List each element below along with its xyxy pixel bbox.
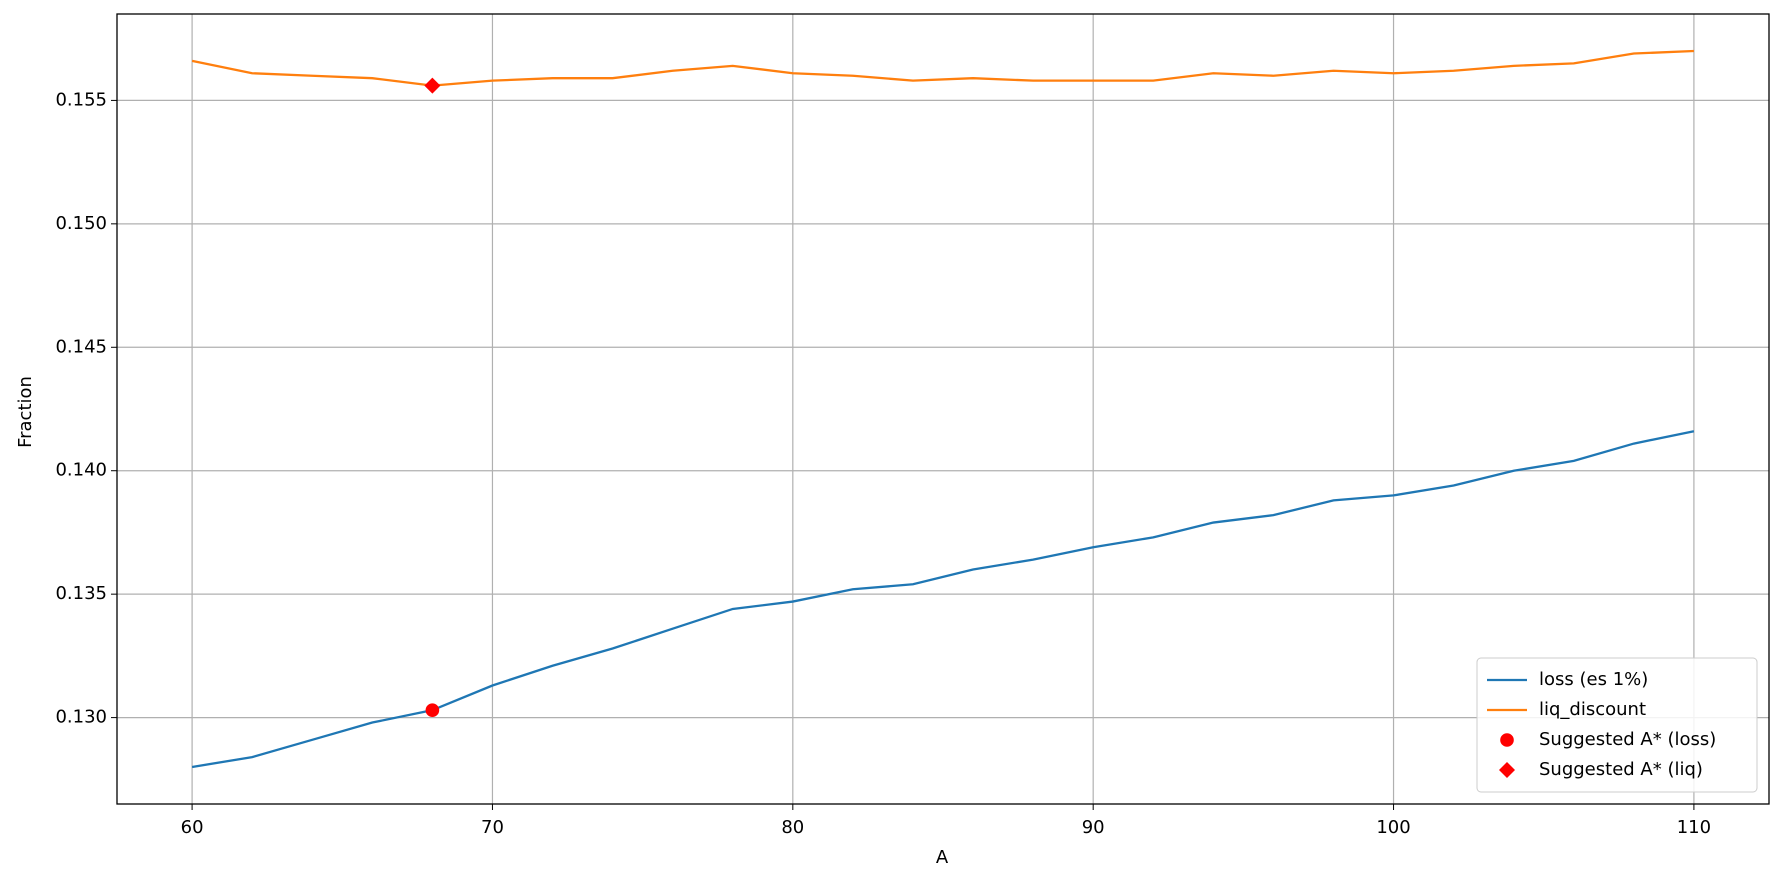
legend-label: Suggested A* (liq) [1539,759,1703,780]
legend-label: loss (es 1%) [1539,669,1648,690]
legend-swatch [1499,762,1515,778]
line-series [191,49,1694,87]
x-tick-label: 70 [481,817,504,838]
marker [425,703,440,717]
y-tick-label: 0.135 [55,583,107,604]
y-tick-label: 0.140 [55,460,107,481]
legend-label: liq_discount [1539,699,1646,720]
line-series [191,430,1695,769]
y-tick-label: 0.150 [55,213,107,234]
legend-label: Suggested A* (loss) [1539,729,1716,750]
y-tick-label: 0.130 [55,707,107,728]
y-tick-label: 0.155 [55,89,107,110]
marker [424,77,441,94]
x-axis-label: A [936,847,949,868]
plot-frame [116,13,1770,805]
x-tick-label: 100 [1376,817,1410,838]
x-tick-label: 90 [1082,817,1105,838]
legend-box [1476,657,1758,793]
x-tick-label: 80 [781,817,804,838]
y-tick-label: 0.145 [55,336,107,357]
x-tick-label: 110 [1677,817,1711,838]
y-axis-label: Fraction [15,376,36,448]
x-tick-label: 60 [181,817,204,838]
legend: loss (es 1%) liq_discount Suggested A* (lo… [1476,657,1758,793]
legend-swatch [1500,733,1514,747]
